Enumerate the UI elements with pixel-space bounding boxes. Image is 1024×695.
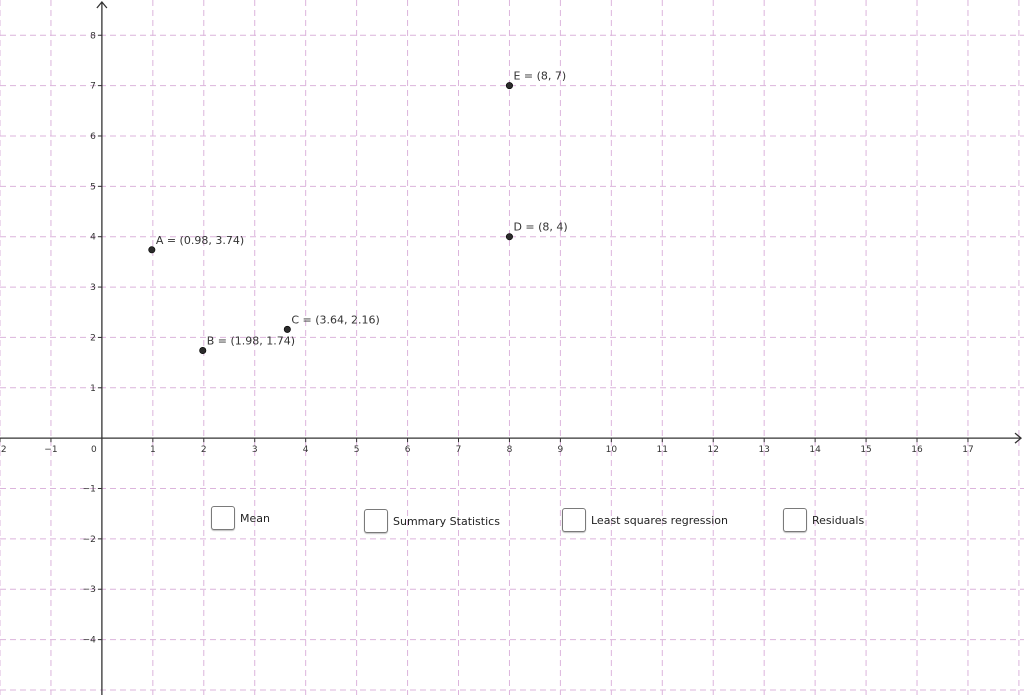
summary-statistics-checkbox[interactable]: Summary Statistics: [364, 509, 500, 533]
x-tick-label: 5: [354, 445, 360, 455]
x-tick-label: −2: [0, 445, 7, 455]
x-tick-label: 14: [809, 445, 821, 455]
x-tick-label: 13: [758, 445, 769, 455]
y-tick-label: −1: [83, 485, 96, 495]
x-tick-label: 9: [558, 445, 564, 455]
data-point-label: A = (0.98, 3.74): [156, 234, 244, 247]
y-tick-label: 6: [90, 132, 96, 142]
mean-checkbox-label: Mean: [240, 511, 270, 525]
x-tick-label: 15: [860, 445, 871, 455]
data-point-label: D = (8, 4): [513, 221, 567, 234]
data-point[interactable]: C = (3.64, 2.16): [283, 313, 380, 333]
x-tick-label: 8: [507, 445, 513, 455]
least-squares-regression-checkbox-label: Least squares regression: [591, 513, 728, 527]
y-axis-arrow: [96, 0, 108, 9]
summary-statistics-checkbox-label: Summary Statistics: [393, 514, 500, 528]
x-tick-label: 17: [962, 445, 973, 455]
y-tick-label: 3: [90, 283, 96, 293]
data-point-marker[interactable]: [283, 325, 291, 333]
data-point[interactable]: B = (1.98, 1.74): [199, 335, 296, 355]
residuals-checkbox-box[interactable]: [783, 508, 807, 532]
x-tick-label: 16: [911, 445, 923, 455]
x-tick-label: 4: [303, 445, 309, 455]
mean-checkbox[interactable]: Mean: [211, 506, 270, 530]
least-squares-regression-checkbox-box[interactable]: [562, 508, 586, 532]
y-tick-label: 1: [90, 384, 96, 394]
data-point-marker[interactable]: [505, 233, 513, 241]
x-tick-label: 3: [252, 445, 258, 455]
summary-statistics-checkbox-box[interactable]: [364, 509, 388, 533]
residuals-checkbox-label: Residuals: [812, 513, 865, 527]
data-point-label: C = (3.64, 2.16): [291, 313, 379, 326]
y-tick-label: 7: [90, 82, 96, 92]
data-point-marker[interactable]: [505, 82, 513, 90]
y-tick-label: −2: [83, 535, 96, 545]
x-tick-label: 6: [405, 445, 411, 455]
mean-checkbox-box[interactable]: [211, 506, 235, 530]
y-tick-label: 8: [90, 31, 96, 41]
data-point-label: B = (1.98, 1.74): [207, 335, 295, 348]
x-tick-label: 12: [708, 445, 719, 455]
x-tick-label: 10: [606, 445, 618, 455]
data-point[interactable]: A = (0.98, 3.74): [148, 234, 244, 254]
x-tick-label: 2: [201, 445, 207, 455]
y-tick-label: 4: [90, 233, 96, 243]
tick-labels: −2−101234567891011121314151617−4−3−2−112…: [0, 31, 974, 646]
x-axis-arrow: [1014, 432, 1023, 444]
x-tick-label: −1: [44, 445, 57, 455]
residuals-checkbox[interactable]: Residuals: [783, 508, 864, 532]
y-tick-label: −4: [83, 636, 97, 646]
x-tick-label: 11: [657, 445, 668, 455]
y-tick-label: 5: [90, 182, 96, 192]
data-point-marker[interactable]: [199, 347, 207, 355]
x-tick-label: 1: [150, 445, 156, 455]
data-point-marker[interactable]: [148, 246, 156, 254]
y-tick-label: −3: [83, 585, 96, 595]
y-tick-label: 2: [90, 333, 96, 343]
data-point[interactable]: E = (8, 7): [505, 70, 566, 90]
data-point[interactable]: D = (8, 4): [505, 221, 568, 241]
least-squares-regression-checkbox[interactable]: Least squares regression: [562, 508, 728, 532]
data-points[interactable]: A = (0.98, 3.74) B = (1.98, 1.74) C = (3.6…: [148, 70, 568, 355]
data-point-label: E = (8, 7): [513, 70, 566, 83]
x-tick-label: 0: [91, 445, 97, 455]
x-tick-label: 7: [456, 445, 462, 455]
